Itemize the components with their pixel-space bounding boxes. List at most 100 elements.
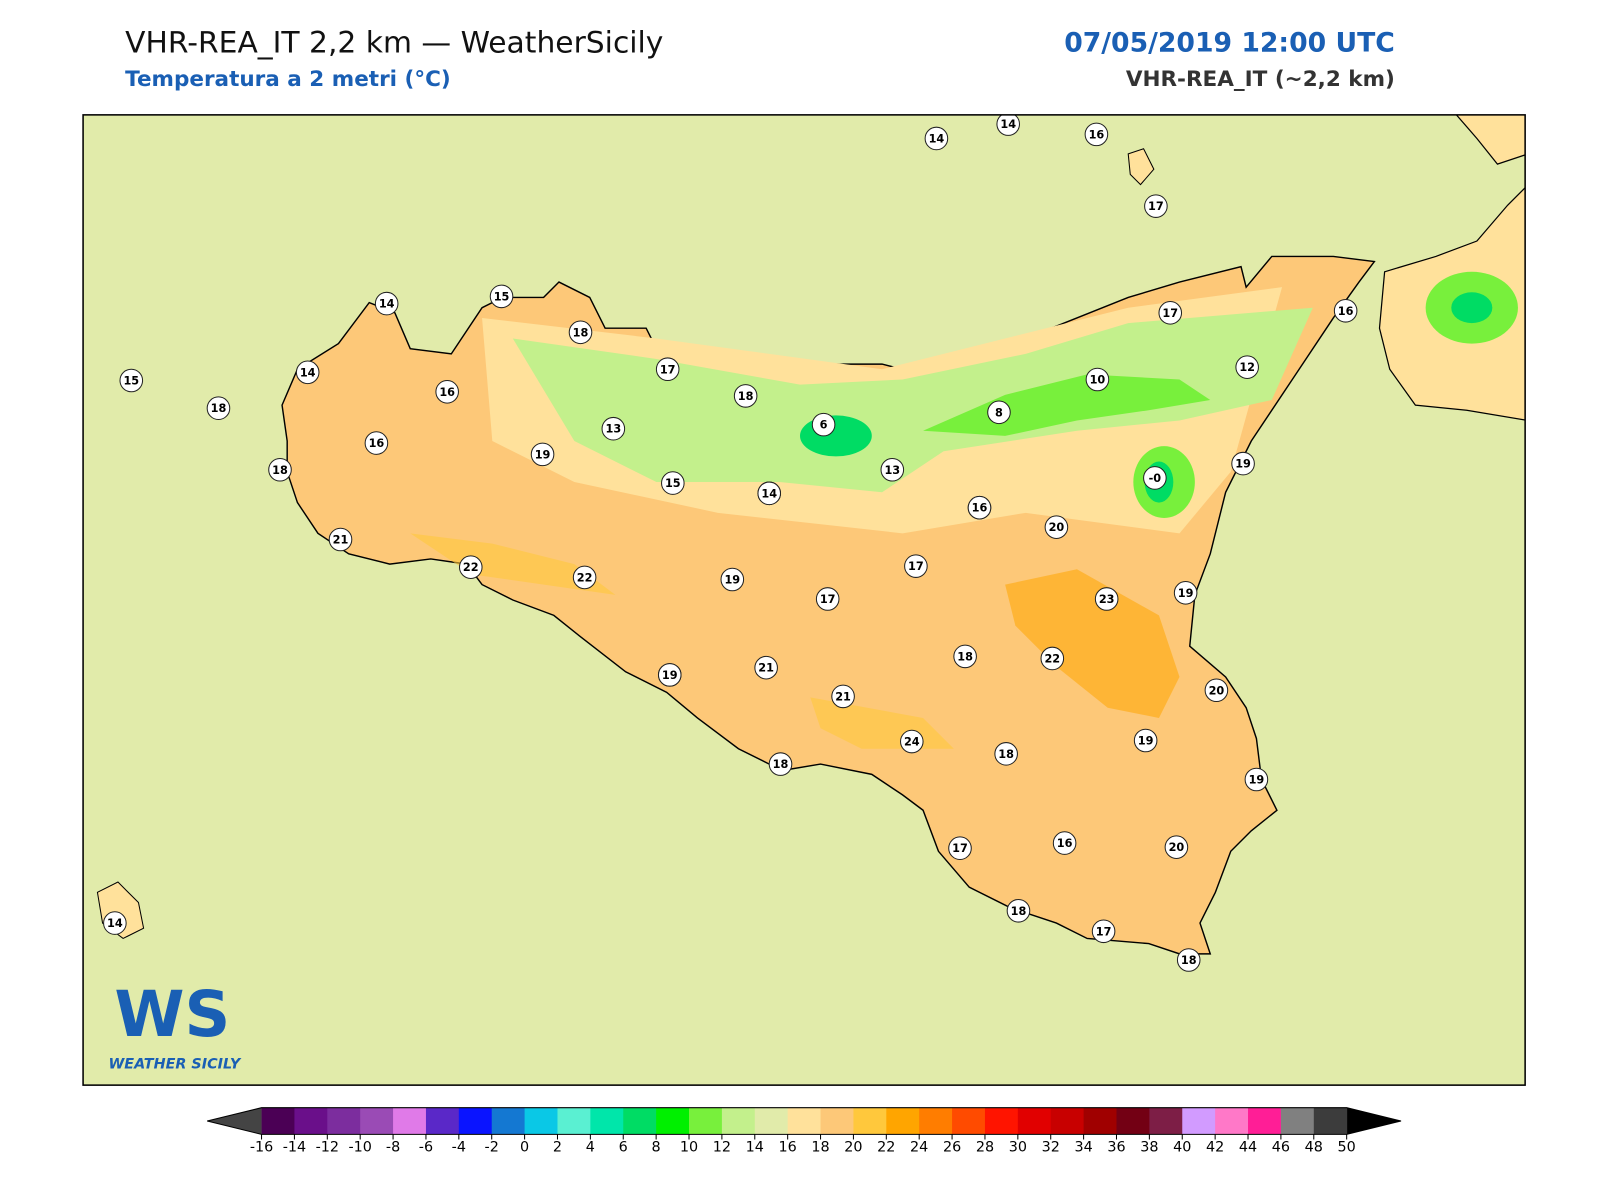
station-marker [1231,451,1255,476]
colorbar-tick-label: -4 [452,1140,466,1156]
calabria-north [1455,114,1526,165]
station-value: 13 [884,464,900,477]
station-marker [1006,898,1031,923]
colorbar-tick-label: -12 [316,1140,339,1156]
station-value: 14 [761,487,777,500]
station-value: 18 [998,748,1014,761]
station-value: 18 [272,464,288,477]
station-marker [1333,298,1358,323]
colorbar-tick-label: 12 [713,1140,731,1156]
station-marker [899,729,924,754]
station-value: 17 [820,593,836,606]
station-value: 14 [107,917,123,930]
station-value: 22 [463,561,479,574]
colorbar-swatch [1280,1107,1315,1135]
colorbar-tick-label: 4 [586,1140,595,1156]
colorbar-over [1346,1107,1402,1135]
station-marker [458,555,483,579]
station-marker [1143,466,1167,490]
station-marker [489,284,514,309]
colorbar-swatch [656,1107,690,1135]
station-marker [1084,122,1109,147]
colorbar-tick-label: -8 [386,1140,400,1156]
map: 14 14 16 17 14 15 18 17 18 16 17 12 16 14 18 15 18 16 13 19… [83,114,1526,1086]
colorbar-tick-label: 10 [680,1140,698,1156]
station-marker [1133,728,1158,753]
station-marker [811,412,836,437]
colorbar-swatch [1149,1107,1183,1135]
station-marker [948,836,972,860]
station-value: 14 [300,366,316,379]
colorbar-swatch [557,1107,591,1135]
model: VHR-REA_IT (~2,2 km) [1126,67,1395,92]
station-marker [1244,767,1269,792]
logo-mark: WS [114,977,230,1051]
station-value: 19 [724,574,740,587]
station-marker [1052,831,1077,855]
station-marker [757,481,782,506]
station-value: -0 [1149,472,1162,485]
station-marker [655,357,680,382]
station-value: 22 [577,571,593,584]
station-value: 16 [1338,305,1354,318]
station-marker [720,567,745,592]
colorbar-tick-label: 0 [520,1140,529,1156]
green-band [512,307,1313,493]
station-value: 14 [929,132,945,145]
colorbar-swatch [721,1107,756,1135]
station-value: 21 [333,534,349,547]
station-marker [530,442,555,467]
station-value: 16 [439,386,455,399]
station-value: 16 [972,502,988,515]
colorbar-swatch [425,1107,460,1135]
colorbar-swatch [1313,1107,1348,1135]
station-value: 12 [1239,361,1255,374]
colorbar-swatch [820,1107,854,1135]
station-value: 19 [1235,458,1251,471]
station-value: 14 [379,298,395,311]
colorbar-tick-label: 8 [652,1140,661,1156]
station-marker [1144,194,1168,218]
station-marker [572,565,597,590]
station-value: 13 [605,423,621,436]
station-value: 18 [1011,905,1027,918]
station-marker [754,655,778,680]
station-marker [987,400,1011,425]
station-marker [815,587,840,611]
station-value: 17 [908,560,924,573]
station-marker [831,684,855,709]
station-value: 20 [1169,841,1185,854]
station-marker [328,527,353,552]
colorbar-swatch [1017,1107,1052,1135]
station-value: 17 [1096,925,1112,938]
station-value: 19 [662,669,678,682]
colorbar-tick-label: 30 [1009,1140,1027,1156]
station-value: 19 [535,448,551,461]
station-value: 22 [1044,652,1060,665]
station-marker [1085,367,1110,392]
station-value: 20 [1049,521,1065,534]
station-value: 18 [1181,954,1197,967]
station-marker [1091,919,1116,944]
station-value: 17 [660,363,676,376]
station-value: 15 [123,375,139,388]
station-value: 19 [1249,774,1265,787]
colorbar-swatch [787,1107,822,1135]
colorbar-tick-label: 16 [779,1140,797,1156]
station-value: 19 [1138,735,1154,748]
colorbar-tick-label: 2 [553,1140,562,1156]
stations: 14 14 16 17 14 15 18 17 18 16 17 12 16 14 18 15 18 16 13 19… [103,114,1358,972]
station-value: 20 [1209,684,1225,697]
colorbar-tick-label: 36 [1107,1140,1125,1156]
station-value: 18 [211,402,227,415]
station-marker [601,416,626,441]
colorbar-swatch [393,1107,427,1135]
colorbar-tick-label: 14 [746,1140,764,1156]
station-marker [904,554,928,578]
station-marker [568,320,593,345]
colorbar-tick-label: 44 [1239,1140,1257,1156]
station-marker [880,457,905,482]
colorbar-swatch [1116,1107,1150,1135]
